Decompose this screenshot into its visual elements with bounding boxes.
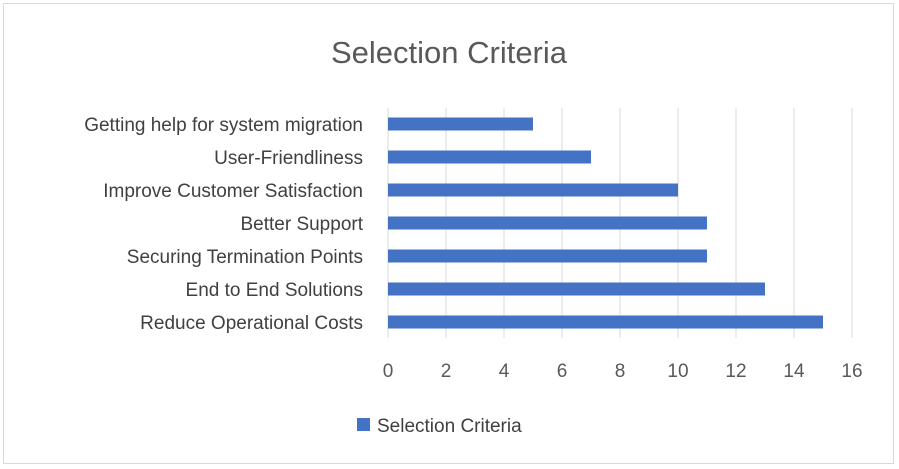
x-tick-label: 16 (841, 361, 862, 382)
bar (388, 216, 707, 230)
chart-frame (3, 3, 894, 464)
x-tick-label: 0 (383, 361, 394, 382)
bar (388, 282, 765, 296)
x-tick-label: 8 (615, 361, 626, 382)
legend: Selection Criteria (357, 416, 522, 437)
bar (388, 150, 591, 164)
bar (388, 249, 707, 263)
bar (388, 117, 533, 131)
x-tick-label: 14 (783, 361, 805, 382)
category-label: Improve Customer Satisfaction (103, 181, 363, 202)
x-tick-label: 4 (499, 361, 510, 382)
category-label: End to End Solutions (186, 280, 363, 301)
bar (388, 315, 823, 329)
chart-title: Selection Criteria (331, 35, 568, 70)
category-label: Reduce Operational Costs (140, 313, 363, 334)
category-labels: Getting help for system migration User-Fr… (84, 115, 364, 334)
x-tick-label: 2 (441, 361, 452, 382)
x-tick-label: 6 (557, 361, 568, 382)
x-tick-label: 12 (725, 361, 746, 382)
legend-label: Selection Criteria (377, 416, 522, 437)
category-label: Getting help for system migration (84, 115, 363, 136)
bars (388, 117, 823, 329)
category-label: Better Support (240, 214, 363, 235)
category-label: User-Friendliness (214, 148, 363, 169)
legend-swatch (357, 418, 370, 431)
x-tick-label: 10 (667, 361, 688, 382)
bar (388, 183, 678, 197)
category-label: Securing Termination Points (127, 247, 363, 268)
x-tick-labels: 0 2 4 6 8 10 12 14 16 (383, 361, 863, 382)
